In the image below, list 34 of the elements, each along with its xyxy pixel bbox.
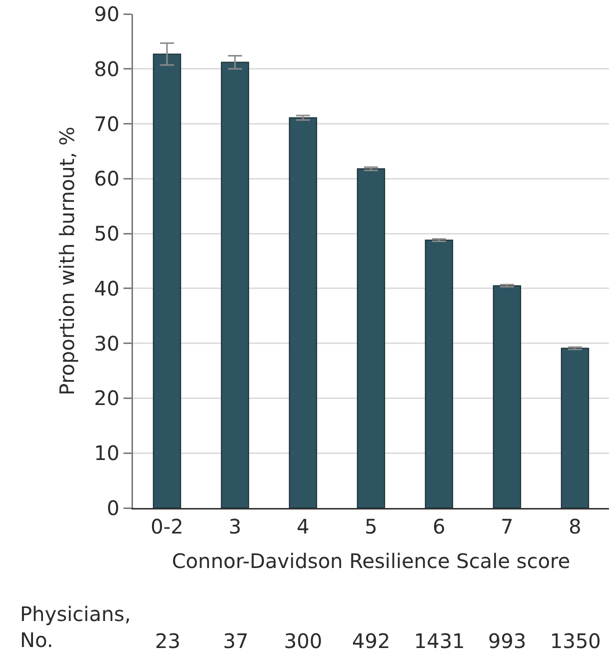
text: 300 bbox=[284, 629, 322, 652]
x-tick-label: 6 bbox=[432, 514, 446, 538]
text: 23 bbox=[155, 629, 180, 652]
y-tick-label: 60 bbox=[94, 166, 120, 191]
x-tick-label: 5 bbox=[364, 514, 378, 538]
y-tick-label: 20 bbox=[94, 386, 120, 410]
text: 492 bbox=[352, 629, 390, 652]
text: 993 bbox=[488, 629, 526, 652]
text: 1350 bbox=[550, 629, 601, 652]
y-tick-label: 50 bbox=[94, 222, 120, 246]
y-tick-label: 70 bbox=[94, 112, 120, 136]
x-tick-label: 8 bbox=[568, 514, 582, 538]
x-tick-label: 3 bbox=[228, 514, 242, 538]
y-tick-label: 30 bbox=[94, 331, 120, 356]
bar bbox=[492, 285, 522, 508]
y-tick-label: 0 bbox=[106, 496, 120, 520]
bar bbox=[152, 54, 182, 508]
text: 1431 bbox=[414, 629, 465, 652]
bar bbox=[424, 240, 454, 508]
y-tick-label: 80 bbox=[94, 56, 120, 81]
bar bbox=[288, 117, 318, 508]
y-tick-label: 10 bbox=[94, 441, 120, 466]
text: 37 bbox=[223, 629, 248, 652]
x-tick-label: 4 bbox=[296, 514, 310, 538]
bar bbox=[356, 168, 386, 508]
text: Physicians, No. bbox=[20, 602, 131, 652]
bar bbox=[220, 62, 250, 508]
x-tick-label: 0-2 bbox=[150, 514, 184, 538]
y-tick-label: 40 bbox=[94, 276, 120, 300]
y-tick-label: 90 bbox=[94, 2, 120, 26]
x-tick-label: 7 bbox=[500, 514, 514, 538]
bar bbox=[560, 348, 590, 508]
y-axis-title: Proportion with burnout, % bbox=[54, 126, 79, 396]
x-axis-title: Connor-Davidson Resilience Scale score bbox=[172, 548, 570, 573]
